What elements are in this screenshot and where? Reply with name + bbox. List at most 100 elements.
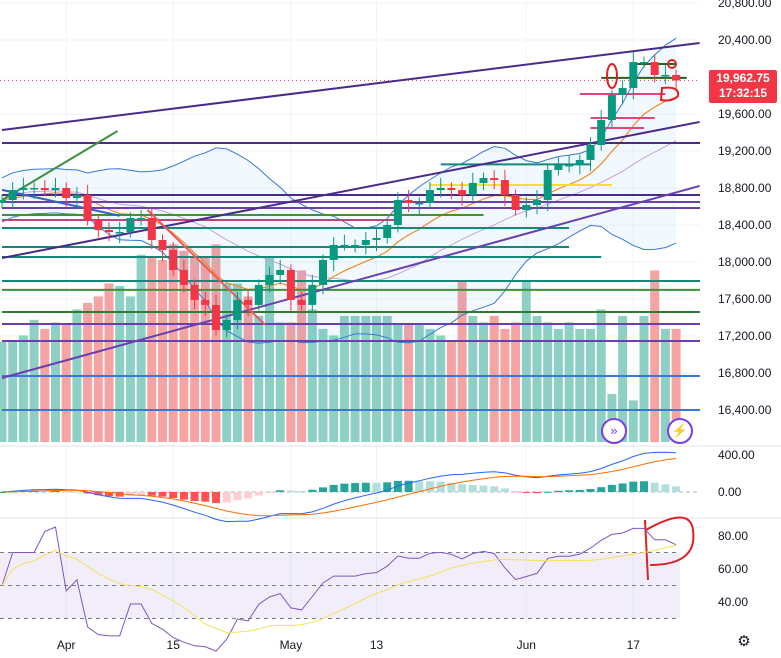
macd-histogram-bar	[458, 484, 467, 492]
trend-line	[1, 120, 700, 260]
price-axis-label: 18,800.00	[718, 181, 772, 195]
trend-line	[146, 209, 266, 326]
candle-body	[618, 88, 627, 96]
volume-bar	[254, 315, 264, 442]
candle-body	[30, 188, 39, 190]
candle-body	[361, 239, 370, 245]
volume-bar	[372, 315, 381, 442]
candle-body	[212, 304, 220, 330]
macd-histogram-bar	[351, 483, 360, 492]
volume-bar	[179, 250, 189, 442]
volume-bar	[457, 280, 467, 442]
candle-body	[201, 299, 210, 305]
macd-histogram-bar	[83, 492, 92, 494]
macd-histogram-bar	[650, 482, 659, 492]
candle-body	[522, 205, 531, 211]
macd-histogram-bar	[137, 492, 146, 495]
bollinger-fill	[2, 38, 677, 344]
price-axis-label: 20,400.00	[718, 33, 772, 47]
macd-histogram-bar	[190, 492, 199, 502]
candle-body	[500, 180, 509, 196]
volume-bar	[265, 257, 274, 442]
macd-histogram-bar	[640, 481, 648, 492]
trend-line	[1, 188, 120, 217]
candle-body	[147, 217, 156, 240]
volume-bar	[158, 260, 167, 442]
macd-histogram-bar	[479, 485, 488, 492]
candle-body	[393, 200, 402, 225]
macd-histogram-bar	[383, 482, 392, 492]
volume-bar	[318, 328, 328, 442]
candle-body	[447, 188, 456, 191]
candle-body	[8, 190, 17, 201]
candle-body	[329, 244, 338, 260]
macd-histogram-bar	[672, 486, 681, 492]
volume-bar	[500, 328, 510, 442]
volume-bar	[660, 328, 670, 442]
jump-to-realtime-icon[interactable]: »	[601, 418, 627, 444]
volume-bar	[671, 328, 681, 442]
volume-bar	[446, 341, 456, 442]
macd-histogram-bar	[254, 492, 263, 496]
candle-body	[543, 169, 552, 201]
volume-bar	[104, 283, 114, 442]
volume-bar	[382, 315, 392, 442]
macd-histogram-bar	[276, 490, 285, 492]
candle-body	[640, 62, 648, 64]
volume-bar	[628, 400, 638, 442]
candle-body	[233, 299, 242, 320]
candle-body	[62, 188, 71, 198]
volume-bar	[275, 322, 285, 442]
macd-histogram-bar	[500, 488, 509, 492]
candle-body	[468, 183, 477, 196]
candle-body	[254, 284, 263, 305]
volume-bar	[404, 325, 414, 442]
candle-body	[490, 178, 499, 181]
candle-body	[511, 195, 520, 211]
macd-histogram-bar	[340, 483, 349, 492]
lightning-alert-icon[interactable]: ⚡	[667, 418, 693, 444]
macd-histogram-bar	[533, 492, 541, 494]
macd-histogram-bar	[404, 480, 413, 492]
macd-histogram-bar	[212, 492, 220, 504]
candle-body	[158, 239, 167, 250]
candle-body	[436, 188, 445, 191]
candle-body	[650, 62, 659, 75]
volume-bar	[414, 325, 424, 442]
candle-body	[629, 62, 638, 89]
macd-histogram-bar	[629, 481, 638, 492]
rsi-axis-label: 60.00	[718, 562, 748, 576]
annotation-shape	[659, 86, 680, 102]
macd-histogram-bar	[661, 484, 670, 492]
macd-histogram-bar	[361, 482, 370, 492]
ema-line	[1, 96, 677, 291]
macd-histogram-bar	[51, 490, 60, 492]
price-axis-label: 17,600.00	[718, 292, 772, 306]
volume-bar	[8, 341, 18, 442]
macd-histogram-bar	[201, 492, 210, 502]
macd-histogram-bar	[522, 492, 531, 493]
volume-bar	[51, 322, 60, 442]
volume-bar	[650, 270, 660, 442]
settings-gear-icon[interactable]: ⚙	[737, 633, 751, 650]
volume-bar	[83, 302, 93, 442]
volume-bar	[200, 257, 210, 442]
macd-histogram-bar	[586, 489, 595, 492]
macd-axis-label: 0.00	[718, 485, 742, 499]
macd-histogram-bar	[94, 492, 103, 496]
volume-bar	[40, 328, 50, 442]
candle-body	[458, 190, 467, 196]
rsi-axis-label: 80.00	[718, 529, 748, 543]
price-axis-label: 18,400.00	[718, 218, 772, 232]
volume-bar	[575, 328, 585, 442]
macd-histogram-bar	[597, 487, 606, 492]
volume-bar	[222, 283, 232, 442]
volume-bar	[329, 335, 339, 442]
candle-body	[404, 200, 413, 203]
candle-body	[179, 269, 188, 285]
macd-histogram-bar	[126, 492, 135, 496]
rsi-ma-line	[1, 544, 677, 634]
candle-body	[586, 144, 595, 160]
candle-body	[554, 164, 563, 170]
